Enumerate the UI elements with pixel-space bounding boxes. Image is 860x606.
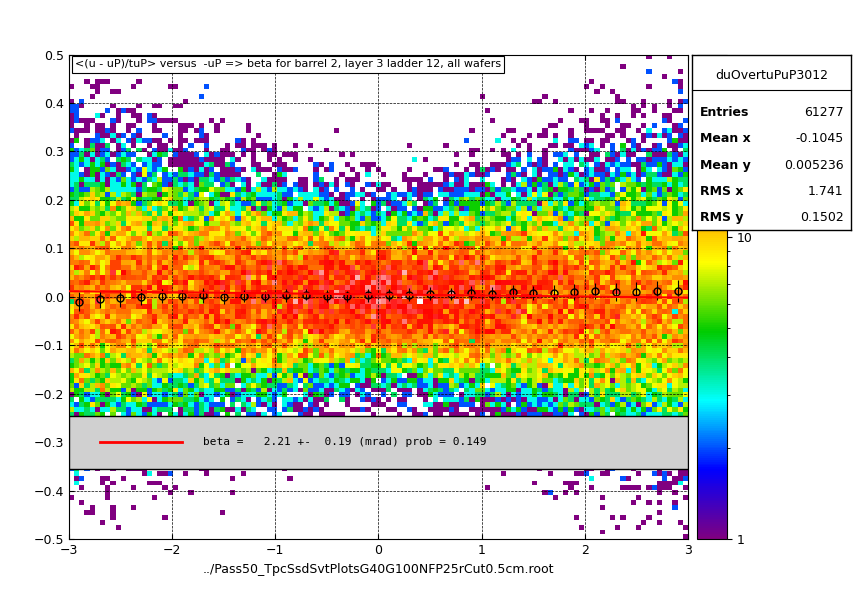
X-axis label: ../Pass50_TpcSsdSvtPlotsG40G100NFP25rCut0.5cm.root: ../Pass50_TpcSsdSvtPlotsG40G100NFP25rCut… <box>203 563 554 576</box>
Text: Entries: Entries <box>700 106 750 119</box>
Text: Mean x: Mean x <box>700 132 751 145</box>
Bar <box>69 416 688 469</box>
Text: 1.741: 1.741 <box>808 185 844 198</box>
Text: 0.005236: 0.005236 <box>783 159 844 171</box>
Text: 0.1502: 0.1502 <box>800 211 844 224</box>
Text: RMS y: RMS y <box>700 211 744 224</box>
Text: RMS x: RMS x <box>700 185 744 198</box>
Text: 61277: 61277 <box>804 106 844 119</box>
Text: <(u - uP)/tuP> versus  -uP => beta for barrel 2, layer 3 ladder 12, all wafers: <(u - uP)/tuP> versus -uP => beta for ba… <box>75 59 501 70</box>
Text: beta =   2.21 +-  0.19 (mrad) prob = 0.149: beta = 2.21 +- 0.19 (mrad) prob = 0.149 <box>203 438 487 447</box>
Text: Mean y: Mean y <box>700 159 751 171</box>
Text: -0.1045: -0.1045 <box>796 132 844 145</box>
Text: duOvertuPuP3012: duOvertuPuP3012 <box>716 68 828 82</box>
